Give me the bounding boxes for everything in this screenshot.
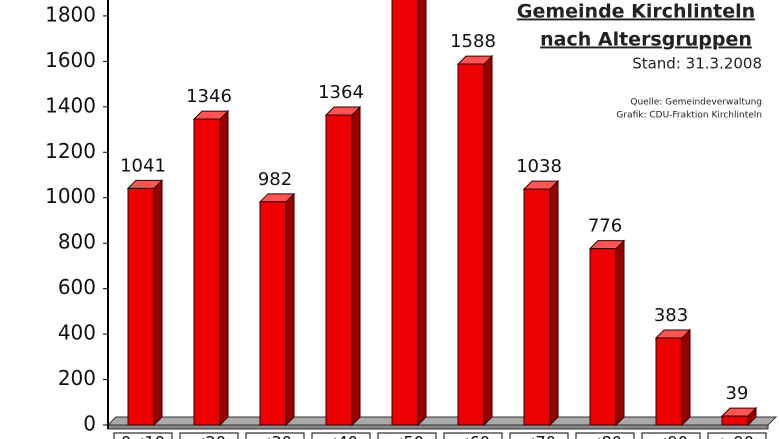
bar: [325, 114, 353, 426]
date-note: Stand: 31.3.2008: [632, 55, 762, 73]
bar-side: [483, 54, 493, 427]
credit-note: Grafik: CDU-Fraktion Kirchlinteln: [616, 111, 762, 121]
category-box: [509, 432, 569, 439]
bar: [457, 63, 485, 426]
value-label: 776: [588, 216, 622, 237]
value-label: 383: [654, 305, 688, 326]
floor-front: [107, 424, 769, 430]
y-tick-label: 1400: [45, 93, 96, 117]
bar: [391, 0, 419, 426]
category-box: [443, 432, 503, 439]
bar: [193, 118, 221, 426]
source-note: Quelle: Gemeindeverwaltung: [630, 98, 762, 108]
value-label: 1364: [318, 82, 364, 103]
y-tick-label: 200: [58, 366, 96, 390]
category-box: [245, 432, 305, 439]
category-box: [311, 432, 371, 439]
category-box: [179, 432, 239, 439]
bar: [523, 188, 551, 426]
category-box: [575, 432, 635, 439]
x-tick-label: <30: [258, 433, 292, 439]
bar-side: [681, 328, 691, 427]
category-box: [113, 432, 173, 439]
value-label: 1038: [516, 156, 562, 177]
bar: [589, 248, 617, 426]
value-label: 1588: [450, 31, 496, 52]
y-tick-label: 400: [58, 321, 96, 345]
x-tick-label: 0<10: [121, 433, 165, 439]
category-box: [641, 432, 701, 439]
bar: [127, 187, 155, 426]
value-label: 1041: [120, 155, 166, 176]
x-tick-label: <20: [192, 433, 226, 439]
bar-side: [219, 109, 229, 427]
x-tick-label: >90: [720, 433, 754, 439]
y-tick-label: 600: [58, 275, 96, 299]
bar-side: [285, 192, 295, 427]
y-tick-label: 0: [83, 412, 96, 436]
category-box: [377, 432, 437, 439]
y-tick-label: 1600: [45, 48, 96, 72]
x-tick-label: <70: [522, 433, 556, 439]
bar: [259, 201, 287, 426]
bar: [655, 337, 683, 426]
y-tick-label: 1800: [45, 2, 96, 26]
bar: [721, 415, 749, 426]
x-tick-label: <80: [588, 433, 622, 439]
chart-subtitle: nach Altersgruppen: [540, 29, 752, 51]
bar-side: [417, 0, 427, 427]
value-label: 39: [726, 383, 749, 404]
chart-title: Gemeinde Kirchlinteln: [517, 1, 755, 23]
bar-side: [351, 105, 361, 427]
x-tick-label: <90: [654, 433, 688, 439]
y-tick-label: 1000: [45, 184, 96, 208]
x-tick-label: <40: [324, 433, 358, 439]
bar-side: [549, 179, 559, 427]
y-tick-label: 1200: [45, 139, 96, 163]
value-label: 1346: [186, 86, 232, 107]
x-tick-label: <50: [390, 433, 424, 439]
x-tick-label: <60: [456, 433, 490, 439]
value-label: 982: [258, 169, 292, 190]
bar-side: [615, 239, 625, 427]
y-tick-label: 800: [58, 230, 96, 254]
category-box: [707, 432, 767, 439]
bar-side: [153, 179, 163, 427]
